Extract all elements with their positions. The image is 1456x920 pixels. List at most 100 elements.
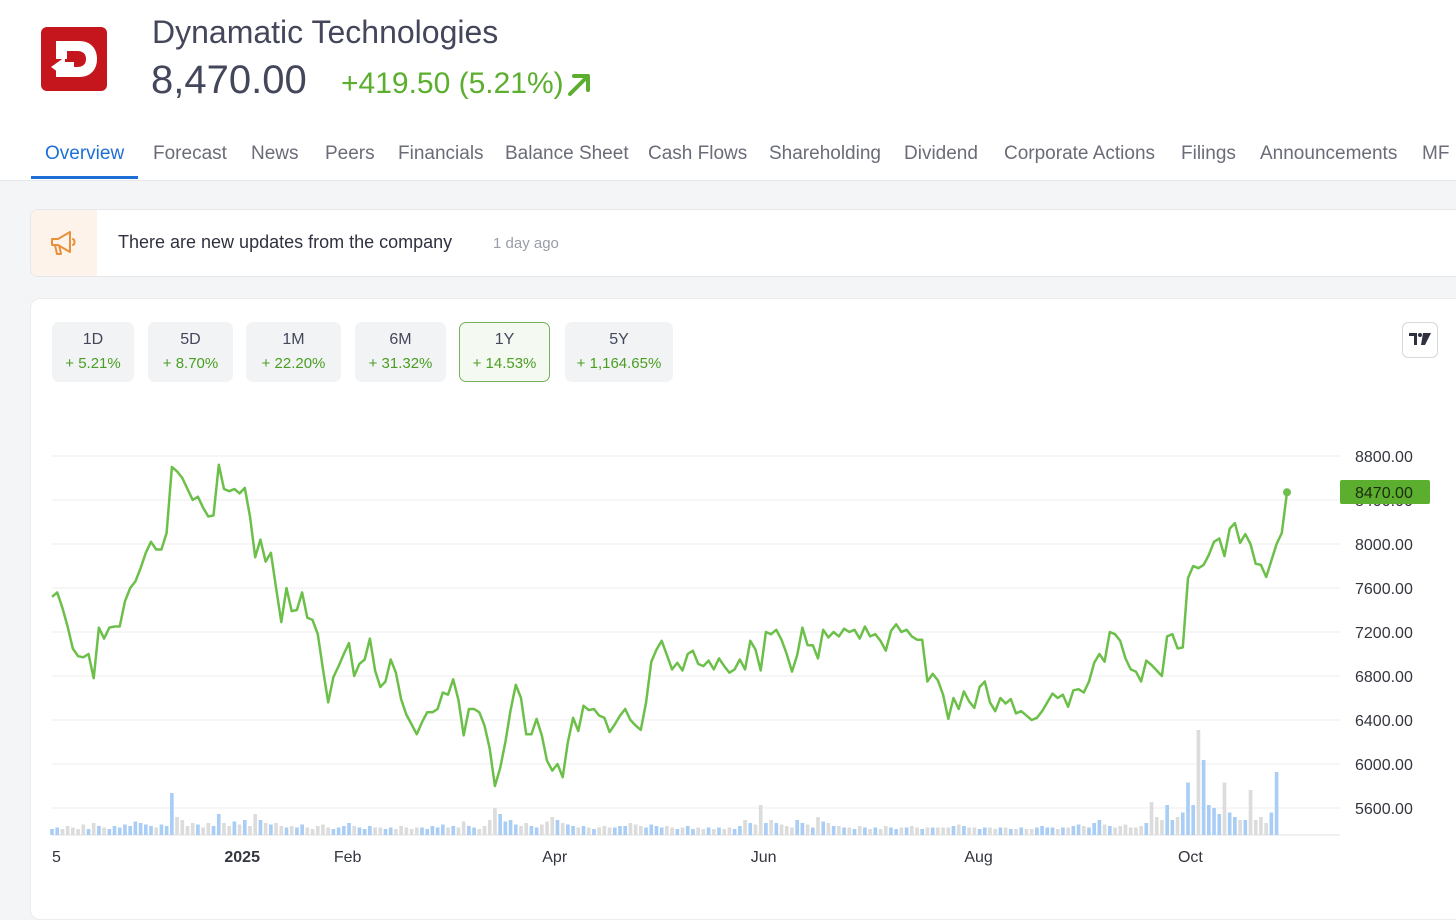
tab-shareholding[interactable]: Shareholding xyxy=(769,143,881,164)
volume-bar xyxy=(1087,827,1091,835)
volume-bar xyxy=(227,826,231,835)
volume-bar xyxy=(446,827,450,835)
tab-peers[interactable]: Peers xyxy=(325,143,375,164)
volume-bar xyxy=(1212,808,1216,835)
period-5d-button[interactable]: 5D + 8.70% xyxy=(148,322,233,382)
volume-bar xyxy=(665,826,669,835)
volume-bar xyxy=(612,827,617,835)
volume-bar xyxy=(1144,823,1149,835)
period-1m-button[interactable]: 1M + 22.20% xyxy=(246,322,341,382)
volume-bar xyxy=(81,824,86,835)
volume-bar xyxy=(1081,826,1086,835)
volume-bar xyxy=(795,820,799,835)
company-name: Dynamatic Technologies xyxy=(152,14,499,50)
volume-bar xyxy=(430,826,435,835)
volume-bar xyxy=(738,826,742,835)
period-1y-button[interactable]: 1Y + 14.53% xyxy=(459,322,550,382)
volume-bar xyxy=(956,824,961,835)
volume-bar xyxy=(222,823,226,835)
volume-bar xyxy=(936,827,940,835)
y-tick-label: 6400.00 xyxy=(1355,713,1413,730)
tab-mf[interactable]: MF xyxy=(1422,143,1450,164)
volume-bar xyxy=(451,826,456,835)
volume-bar xyxy=(873,827,878,835)
volume-bar xyxy=(55,827,60,835)
volume-bar xyxy=(368,826,372,835)
volume-bar xyxy=(951,826,956,835)
period-return: + 5.21% xyxy=(65,355,121,372)
volume-bar xyxy=(972,827,977,835)
volume-bar xyxy=(112,826,117,835)
x-axis-labels: 5 2025 Feb Apr Jun Aug Oct xyxy=(52,849,1203,866)
volume-bar xyxy=(284,827,289,835)
tab-overview[interactable]: Overview xyxy=(45,143,125,164)
volume-bar xyxy=(310,829,315,835)
tab-announcements[interactable]: Announcements xyxy=(1260,143,1398,164)
volume-bar xyxy=(1113,827,1117,835)
volume-bar xyxy=(711,829,716,835)
volume-bar xyxy=(988,827,992,835)
volume-bar xyxy=(295,827,299,835)
volume-bar xyxy=(1238,820,1242,835)
volume-bar xyxy=(357,827,362,835)
volume-bar xyxy=(1029,829,1034,835)
volume-bar xyxy=(1264,823,1268,835)
volume-bar xyxy=(701,829,706,835)
volume-bar xyxy=(868,829,872,835)
volume-bar xyxy=(513,824,518,835)
volume-bar xyxy=(253,814,258,835)
company-update-banner[interactable]: There are new updates from the company 1… xyxy=(30,209,1456,277)
volume-bar xyxy=(706,827,711,835)
volume-bar xyxy=(159,824,164,835)
volume-bar xyxy=(899,827,904,835)
tab-financials[interactable]: Financials xyxy=(398,143,484,164)
volume-bar xyxy=(764,823,768,835)
tab-forecast[interactable]: Forecast xyxy=(153,143,227,164)
y-tick-label: 8000.00 xyxy=(1355,537,1413,554)
volume-bar xyxy=(842,827,846,835)
volume-bar xyxy=(659,827,664,835)
volume-bar xyxy=(1066,827,1070,835)
volume-bar xyxy=(717,827,721,835)
volume-bar xyxy=(607,827,612,835)
y-tick-label: 5600.00 xyxy=(1355,801,1413,818)
x-tick-label: Jun xyxy=(751,849,777,866)
tradingview-button[interactable] xyxy=(1402,322,1438,358)
tab-balance-sheet[interactable]: Balance Sheet xyxy=(505,143,629,164)
period-5y-button[interactable]: 5Y + 1,164.65% xyxy=(565,322,673,382)
tab-corporate-actions[interactable]: Corporate Actions xyxy=(1004,143,1156,164)
tab-news[interactable]: News xyxy=(251,143,299,164)
volume-bar xyxy=(529,826,534,835)
period-1d-button[interactable]: 1D + 5.21% xyxy=(52,322,134,382)
volume-bar xyxy=(1076,824,1081,835)
volume-bar xyxy=(508,820,513,835)
stock-price: 8,470.00 xyxy=(151,58,307,102)
volume-bar xyxy=(373,827,377,835)
price-chart[interactable]: 8800.008400.008000.007600.007200.006800.… xyxy=(0,0,1456,892)
volume-bar xyxy=(321,824,325,835)
y-tick-label: 7200.00 xyxy=(1355,625,1413,642)
volume-bar xyxy=(503,821,508,835)
period-return: + 14.53% xyxy=(472,355,537,372)
volume-bar xyxy=(1191,805,1196,835)
y-axis-labels: 8800.008400.008000.007600.007200.006800.… xyxy=(1355,449,1413,818)
period-6m-button[interactable]: 6M + 31.32% xyxy=(355,322,446,382)
period-label: 1Y xyxy=(494,331,515,348)
volume-bars xyxy=(50,730,1279,835)
tab-dividend[interactable]: Dividend xyxy=(904,143,978,164)
period-label: 1M xyxy=(282,331,305,348)
price-change: +419.50 (5.21%) xyxy=(341,67,564,100)
volume-bar xyxy=(670,827,674,835)
volume-bar xyxy=(1134,827,1138,835)
period-label: 6M xyxy=(389,331,412,348)
volume-bar xyxy=(206,823,211,835)
dynamatic-logo[interactable] xyxy=(41,27,107,91)
x-tick-label: 2025 xyxy=(224,849,260,866)
volume-bar xyxy=(1186,782,1190,835)
tab-filings[interactable]: Filings xyxy=(1181,143,1236,164)
volume-bar xyxy=(1024,829,1029,835)
stock-header: Dynamatic Technologies 8,470.00 +419.50 … xyxy=(0,0,1456,181)
volume-bar xyxy=(1092,823,1097,835)
volume-bar xyxy=(123,824,127,835)
tab-cash-flows[interactable]: Cash Flows xyxy=(648,143,748,164)
